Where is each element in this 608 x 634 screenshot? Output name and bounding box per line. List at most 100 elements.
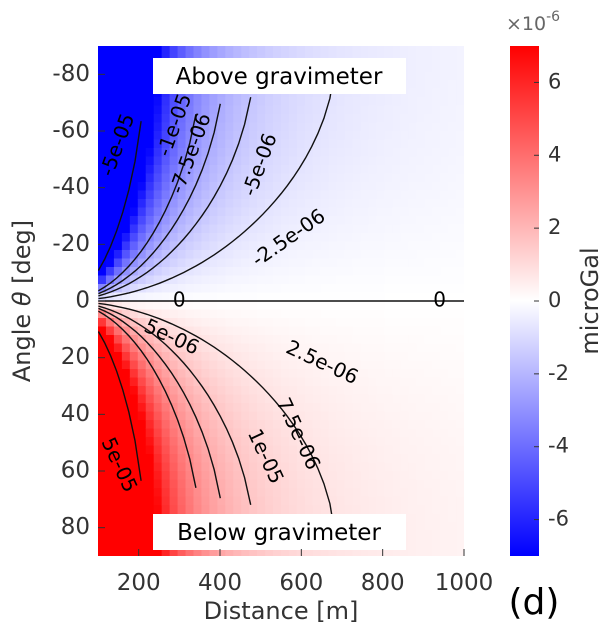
heatmap-cell xyxy=(233,224,242,234)
heatmap-cell xyxy=(161,105,171,115)
heatmap-cell xyxy=(376,97,386,107)
heatmap-cell xyxy=(105,182,115,192)
heatmap-cell xyxy=(304,496,314,506)
heatmap-cell xyxy=(185,97,195,107)
heatmap-cell xyxy=(440,326,449,336)
heatmap-cell xyxy=(432,411,441,421)
heatmap-cell xyxy=(408,258,417,268)
heatmap-cell xyxy=(185,352,195,362)
heatmap-cell xyxy=(153,369,163,379)
heatmap-cell xyxy=(265,182,274,192)
heatmap-cell xyxy=(217,360,226,370)
heatmap-cell xyxy=(360,547,370,556)
heatmap-cell xyxy=(161,335,171,345)
heatmap-cell xyxy=(161,445,171,455)
heatmap-cell xyxy=(448,275,457,285)
heatmap-cell xyxy=(225,488,234,498)
heatmap-cell xyxy=(360,428,370,438)
heatmap-cell xyxy=(392,139,401,149)
heatmap-cell xyxy=(137,292,147,302)
heatmap-cell xyxy=(121,496,131,506)
heatmap-cell xyxy=(392,105,401,115)
y-axis-label-suffix: [deg] xyxy=(8,220,36,292)
heatmap-cell xyxy=(440,301,449,311)
heatmap-cell xyxy=(320,301,330,311)
heatmap-cell xyxy=(416,377,425,387)
heatmap-cell xyxy=(257,97,266,107)
heatmap-cell xyxy=(368,360,378,370)
contour-line xyxy=(98,331,142,481)
heatmap-cell xyxy=(217,547,226,556)
heatmap-cell xyxy=(193,411,203,421)
heatmap-cell xyxy=(233,437,242,447)
heatmap-cell xyxy=(169,114,179,124)
heatmap-cell xyxy=(384,420,393,430)
heatmap-cell xyxy=(368,479,378,489)
heatmap-cell xyxy=(98,97,107,107)
heatmap-cell xyxy=(217,46,226,56)
heatmap-cell xyxy=(432,377,441,387)
heatmap-cell xyxy=(384,165,393,175)
heatmap-cell xyxy=(233,199,242,209)
heatmap-cell xyxy=(432,139,441,149)
heatmap-cell xyxy=(328,114,338,124)
heatmap-cell xyxy=(153,250,163,260)
heatmap-cell xyxy=(432,199,441,209)
heatmap-cell xyxy=(201,182,210,192)
heatmap-cell xyxy=(145,539,155,549)
heatmap-cell xyxy=(225,292,234,302)
heatmap-cell xyxy=(281,46,290,56)
heatmap-cell xyxy=(400,105,409,115)
heatmap-cell xyxy=(344,547,354,556)
heatmap-cell xyxy=(145,63,155,73)
heatmap-cell xyxy=(432,114,441,124)
heatmap-cell xyxy=(185,437,195,447)
heatmap-cell xyxy=(328,301,338,311)
heatmap-cell xyxy=(296,301,306,311)
heatmap-cell xyxy=(217,199,226,209)
heatmap-cell xyxy=(344,46,354,56)
heatmap-cell xyxy=(201,462,210,472)
heatmap-cell xyxy=(384,233,393,243)
heatmap-cell xyxy=(432,241,441,251)
heatmap-cell xyxy=(448,105,457,115)
heatmap-cell xyxy=(344,114,354,124)
heatmap-cell xyxy=(121,80,131,90)
heatmap-cell xyxy=(98,530,107,540)
heatmap-cell xyxy=(145,267,155,277)
heatmap-cell xyxy=(257,326,266,336)
heatmap-cell xyxy=(169,377,179,387)
heatmap-cell xyxy=(137,343,147,353)
heatmap-cell xyxy=(193,479,203,489)
heatmap-cell xyxy=(408,97,417,107)
heatmap-cell xyxy=(209,496,218,506)
heatmap-cell xyxy=(392,394,401,404)
heatmap-cell xyxy=(233,445,242,455)
heatmap-cell xyxy=(225,156,234,166)
heatmap-cell xyxy=(265,369,274,379)
heatmap-cell xyxy=(456,377,464,387)
heatmap-cell xyxy=(432,479,441,489)
heatmap-cell xyxy=(352,411,362,421)
heatmap-cell xyxy=(201,173,210,183)
heatmap-cell xyxy=(296,105,306,115)
heatmap-cell xyxy=(129,547,139,556)
heatmap-cell xyxy=(360,190,370,200)
heatmap-cell xyxy=(281,420,290,430)
heatmap-cell xyxy=(193,241,203,251)
heatmap-cell xyxy=(233,471,242,481)
heatmap-cell xyxy=(456,122,464,132)
heatmap-cell xyxy=(241,258,250,268)
heatmap-cell xyxy=(113,165,123,175)
heatmap-cell xyxy=(113,488,123,498)
heatmap-cell xyxy=(352,292,362,302)
heatmap-cell xyxy=(376,445,386,455)
heatmap-cell xyxy=(392,284,401,294)
heatmap-cell xyxy=(257,471,266,481)
heatmap-cell xyxy=(105,173,115,183)
heatmap-cell xyxy=(225,318,234,328)
heatmap-cell xyxy=(249,46,258,56)
heatmap-cell xyxy=(153,216,163,226)
heatmap-cell xyxy=(129,284,139,294)
